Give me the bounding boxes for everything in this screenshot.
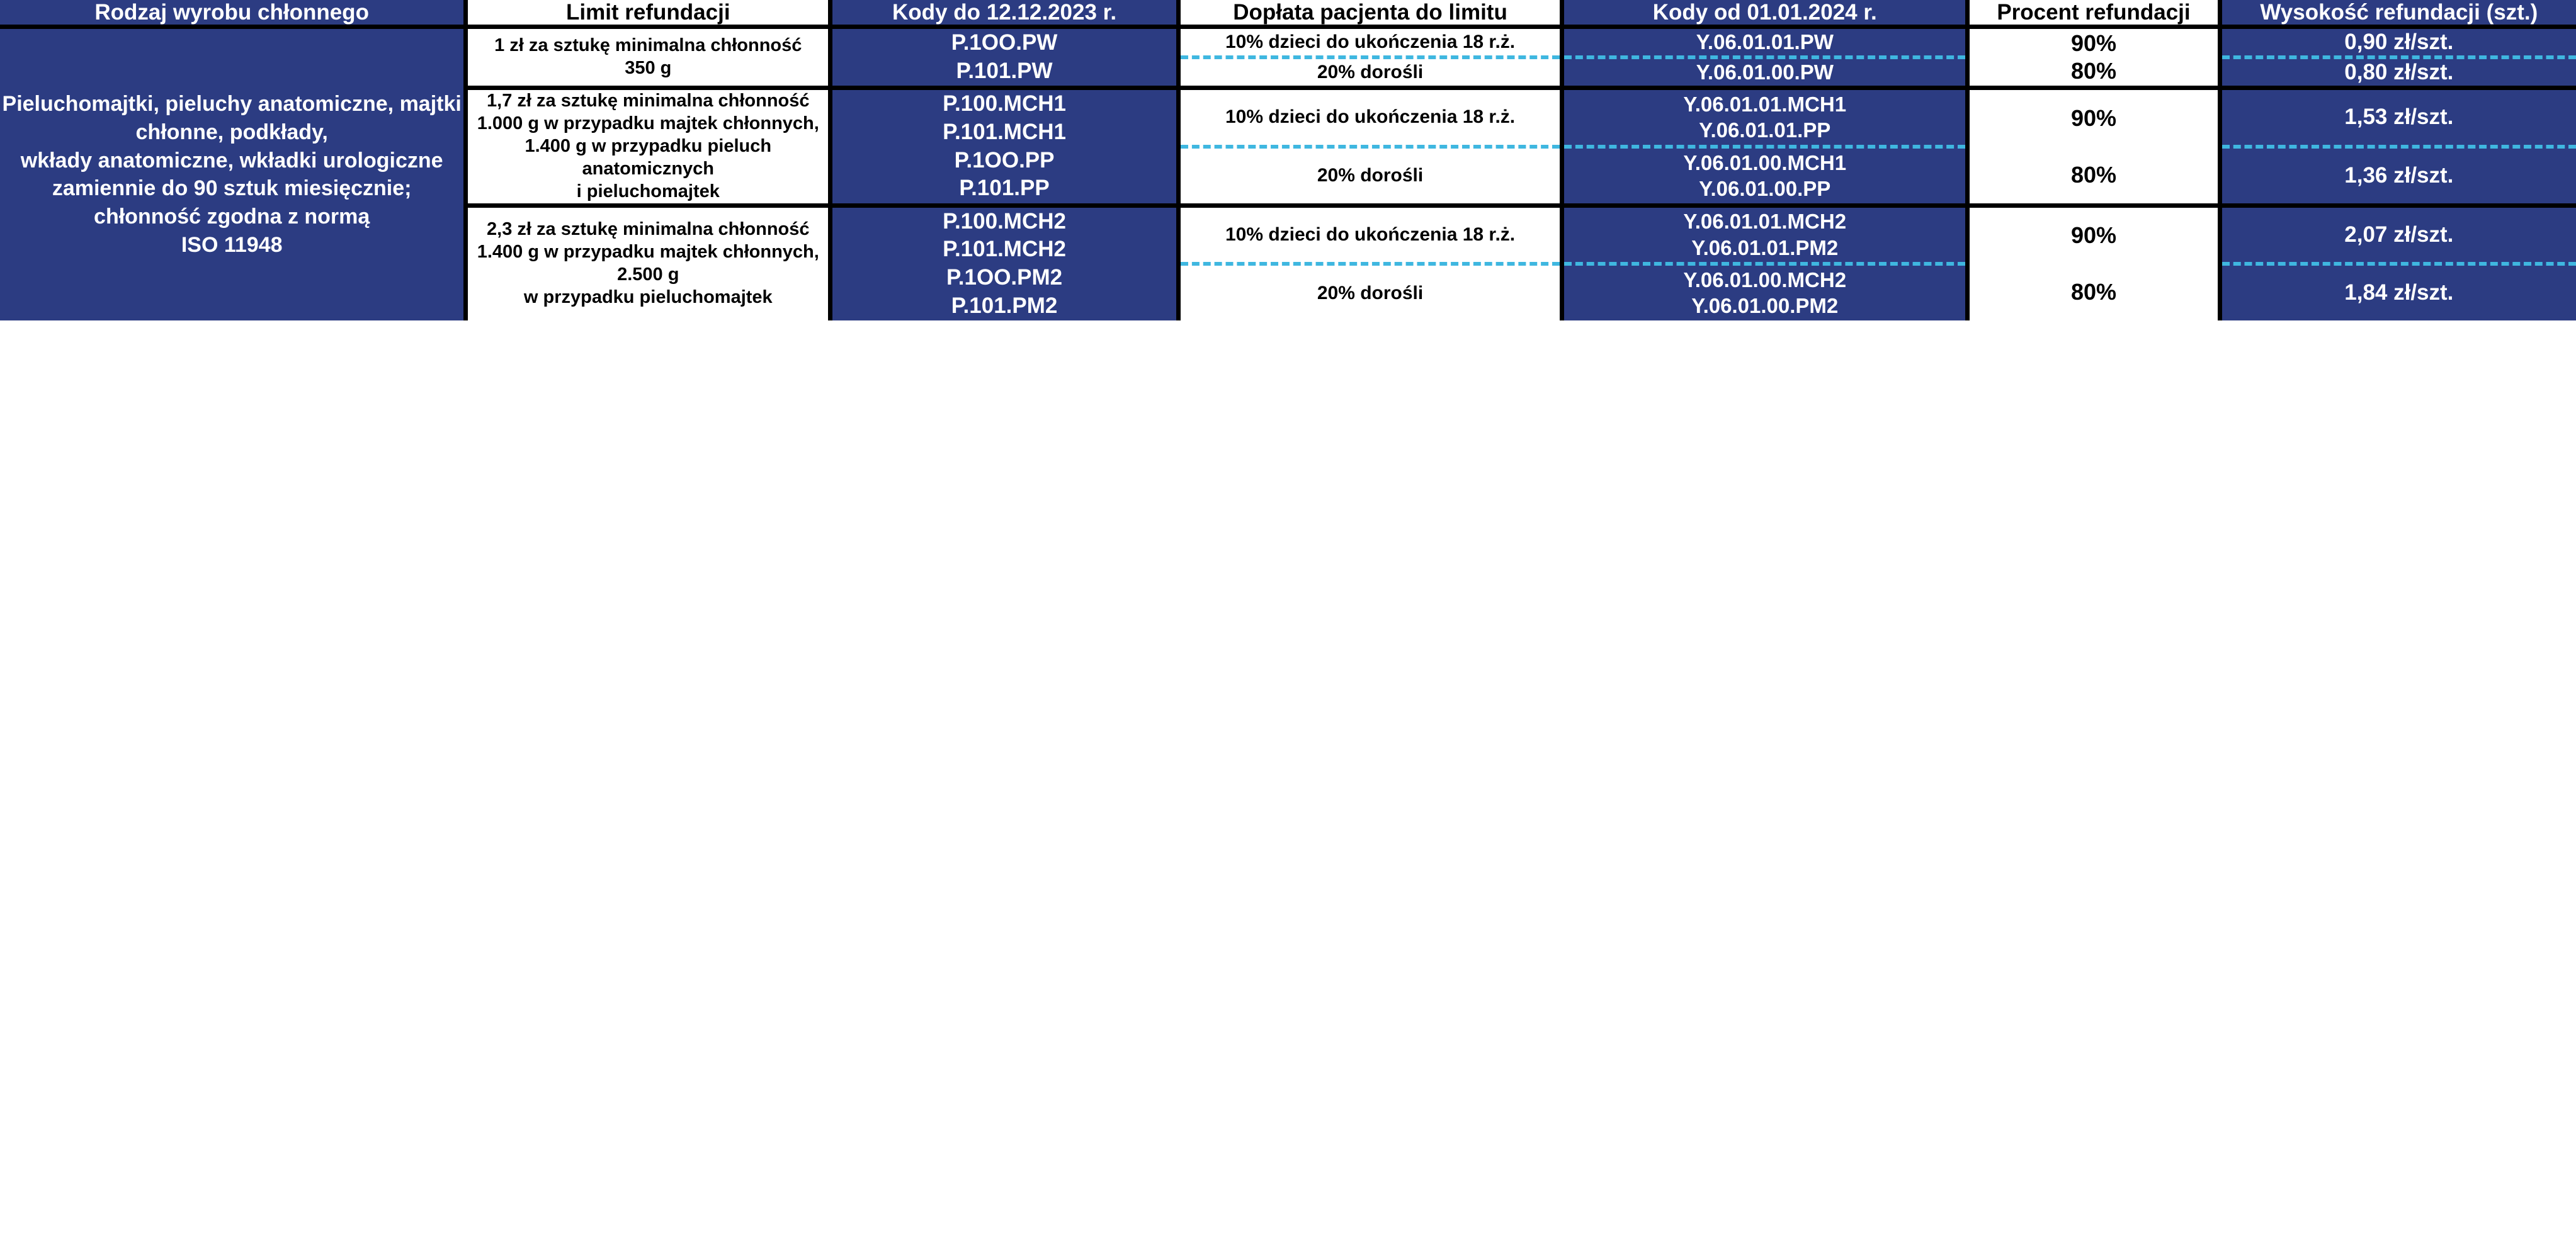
cell-procent: 80% xyxy=(1968,57,2220,88)
cell-wysokosc: 0,90 zł/szt. xyxy=(2220,27,2576,57)
cell-procent: 90% xyxy=(1968,27,2220,57)
cell-doplata: 10% dzieci do ukończenia 18 r.ż. xyxy=(1178,205,1562,264)
cell-wysokosc: 1,36 zł/szt. xyxy=(2220,147,2576,205)
cell-wysokosc: 1,53 zł/szt. xyxy=(2220,88,2576,146)
reimbursement-table: Rodzaj wyrobu chłonnego Limit refundacji… xyxy=(0,0,2576,320)
col-doplata: Dopłata pacjenta do limitu xyxy=(1178,0,1562,27)
cell-kodydo: P.1OO.PWP.101.PW xyxy=(831,27,1179,88)
cell-kodyod: Y.06.01.01.MCH2Y.06.01.01.PM2 xyxy=(1562,205,1968,264)
cell-limit: 1,7 zł za sztukę minimalna chłonność 1.0… xyxy=(466,88,831,205)
cell-limit: 1 zł za sztukę minimalna chłonność350 g xyxy=(466,27,831,88)
cell-procent: 80% xyxy=(1968,264,2220,320)
col-kodydo: Kody do 12.12.2023 r. xyxy=(831,0,1179,27)
cell-doplata: 20% dorośli xyxy=(1178,147,1562,205)
cell-doplata: 20% dorośli xyxy=(1178,264,1562,320)
cell-procent: 80% xyxy=(1968,147,2220,205)
cell-kodyod: Y.06.01.00.PW xyxy=(1562,57,1968,88)
col-kodyod: Kody od 01.01.2024 r. xyxy=(1562,0,1968,27)
cell-kodyod: Y.06.01.01.MCH1Y.06.01.01.PP xyxy=(1562,88,1968,146)
cell-procent: 90% xyxy=(1968,205,2220,264)
cell-kodyod: Y.06.01.00.MCH2Y.06.01.00.PM2 xyxy=(1562,264,1968,320)
cell-wysokosc: 1,84 zł/szt. xyxy=(2220,264,2576,320)
cell-procent: 90% xyxy=(1968,88,2220,146)
cell-doplata: 10% dzieci do ukończenia 18 r.ż. xyxy=(1178,88,1562,146)
cell-wysokosc: 0,80 zł/szt. xyxy=(2220,57,2576,88)
cell-kodydo: P.100.MCH2P.101.MCH2P.1OO.PM2P.101.PM2 xyxy=(831,205,1179,320)
cell-doplata: 20% dorośli xyxy=(1178,57,1562,88)
cell-doplata: 10% dzieci do ukończenia 18 r.ż. xyxy=(1178,27,1562,57)
table-row: Pieluchomajtki, pieluchy anatomiczne, ma… xyxy=(0,27,2576,57)
cell-kodyod: Y.06.01.01.PW xyxy=(1562,27,1968,57)
col-rodzaj: Rodzaj wyrobu chłonnego xyxy=(0,0,466,27)
col-limit: Limit refundacji xyxy=(466,0,831,27)
cell-limit: 2,3 zł za sztukę minimalna chłonność 1.4… xyxy=(466,205,831,320)
cell-rodzaj: Pieluchomajtki, pieluchy anatomiczne, ma… xyxy=(0,27,466,320)
col-wysokosc: Wysokość refundacji (szt.) xyxy=(2220,0,2576,27)
col-procent: Procent refundacji xyxy=(1968,0,2220,27)
cell-kodyod: Y.06.01.00.MCH1Y.06.01.00.PP xyxy=(1562,147,1968,205)
cell-kodydo: P.100.MCH1P.101.MCH1P.1OO.PPP.101.PP xyxy=(831,88,1179,205)
cell-wysokosc: 2,07 zł/szt. xyxy=(2220,205,2576,264)
table-header-row: Rodzaj wyrobu chłonnego Limit refundacji… xyxy=(0,0,2576,27)
